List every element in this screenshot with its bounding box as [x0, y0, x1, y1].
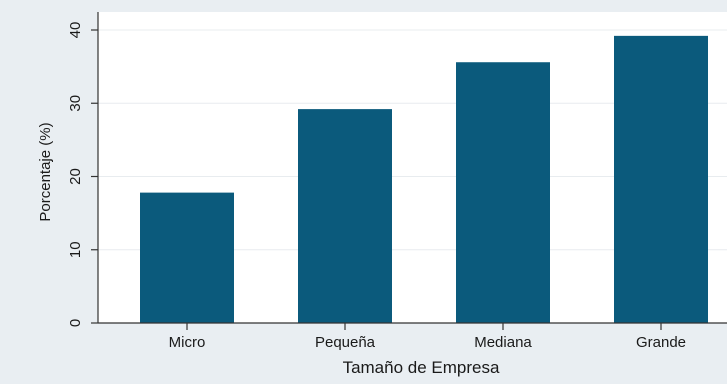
- x-tick-label: Grande: [636, 334, 686, 351]
- axes: 0 10 20 30 40 Micro Pequeña Mediana Grande: [67, 12, 727, 351]
- bar: [614, 35, 708, 324]
- bar: [456, 62, 550, 323]
- x-tick-label: Mediana: [474, 334, 532, 351]
- bars: [140, 35, 708, 324]
- x-tick-label: Pequeña: [315, 334, 376, 351]
- bar: [298, 109, 392, 323]
- bar: [140, 192, 234, 323]
- y-tick-label: 30: [67, 95, 84, 112]
- x-axis-label: Tamaño de Empresa: [343, 358, 500, 377]
- y-axis-label: Porcentaje (%): [37, 122, 54, 221]
- y-tick-label: 10: [67, 241, 84, 258]
- y-tick-label: 40: [67, 22, 84, 39]
- y-tick-label: 20: [67, 168, 84, 185]
- y-tick-label: 0: [67, 319, 84, 327]
- x-tick-label: Micro: [169, 334, 206, 351]
